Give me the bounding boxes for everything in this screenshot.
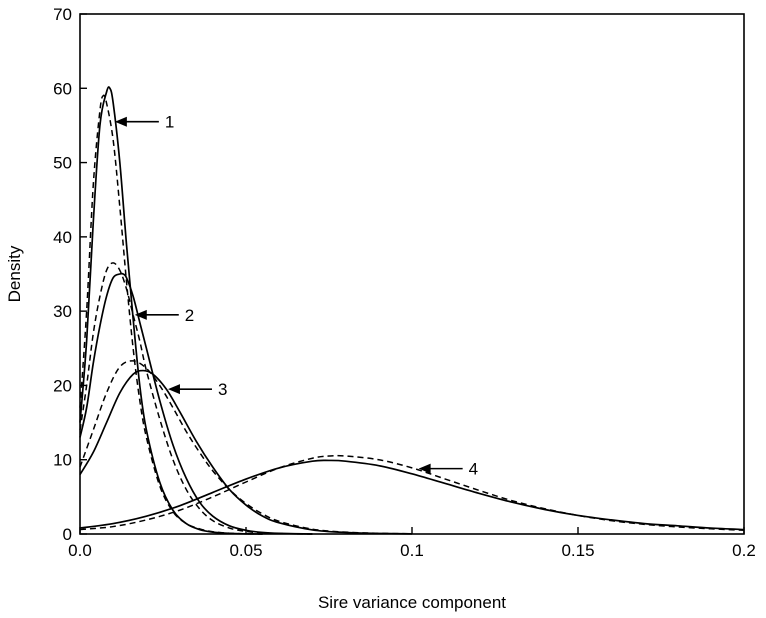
- x-tick-label: 0.2: [732, 541, 756, 560]
- y-tick-label: 10: [53, 451, 72, 470]
- y-tick-label: 60: [53, 79, 72, 98]
- annotation-arrow-head: [114, 116, 127, 127]
- y-tick-label: 50: [53, 154, 72, 173]
- annotation-label: 3: [218, 380, 227, 399]
- axis-ticks: 0.0 0.05 0.1 0.15 0.2 0 10 20 30 40 50 60 70: [53, 5, 756, 560]
- y-tick-label: 30: [53, 302, 72, 321]
- density-curve-4-solid: [79, 459, 745, 531]
- plot-frame: [79, 13, 745, 535]
- y-axis-label: Density: [5, 245, 24, 302]
- annotation-label: 1: [165, 113, 174, 132]
- density-curve-2-dashed: [79, 262, 313, 535]
- x-axis-label: Sire variance component: [318, 593, 506, 612]
- annotation-4: 4: [418, 460, 478, 479]
- density-curve-1-solid: [79, 86, 263, 535]
- annotation-2: 2: [134, 306, 194, 325]
- y-tick-label: 0: [63, 525, 72, 544]
- axes: [79, 13, 745, 535]
- annotation-arrow-head: [167, 384, 180, 395]
- annotation-label: 2: [185, 306, 194, 325]
- y-tick-label: 70: [53, 5, 72, 24]
- density-curve-3-solid: [79, 369, 413, 535]
- density-curve-1-dashed: [79, 94, 263, 535]
- density-curve-3-dashed: [79, 360, 413, 535]
- y-tick-label: 20: [53, 376, 72, 395]
- x-tick-label: 0.15: [561, 541, 594, 560]
- annotation-label: 4: [469, 460, 478, 479]
- x-tick-label: 0.0: [68, 541, 92, 560]
- annotation-arrow-head: [134, 309, 147, 320]
- density-curve-2-solid: [79, 272, 313, 535]
- curve-annotations: 1 2 3 4: [114, 113, 478, 479]
- density-curves: [79, 86, 745, 535]
- y-tick-label: 40: [53, 228, 72, 247]
- x-tick-label: 0.1: [400, 541, 424, 560]
- annotation-1: 1: [114, 113, 174, 132]
- annotation-3: 3: [167, 380, 227, 399]
- x-tick-label: 0.05: [229, 541, 262, 560]
- annotation-arrow-head: [418, 463, 431, 474]
